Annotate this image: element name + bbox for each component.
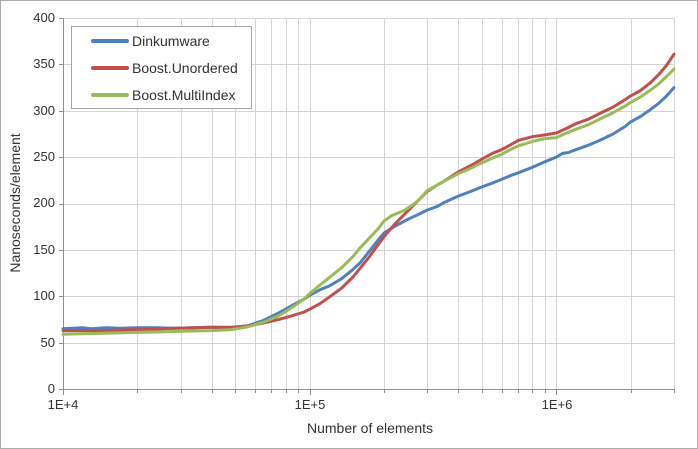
legend-label: Dinkumware	[132, 32, 210, 49]
legend: Dinkumware Boost.Unordered Boost.MultiIn…	[71, 26, 252, 109]
series-line-boost-multiindex	[61, 67, 676, 336]
y-tick-label: 250	[33, 149, 55, 164]
x-tick-label: 1E+5	[294, 397, 326, 412]
legend-item-boost-multiindex: Boost.MultiIndex	[91, 81, 251, 108]
y-tick-label: 50	[40, 335, 55, 350]
legend-label: Boost.Unordered	[132, 59, 238, 76]
legend-line-swatch	[91, 92, 129, 97]
legend-item-boost-unordered: Boost.Unordered	[91, 54, 251, 81]
x-tick-label: 1E+4	[47, 397, 79, 412]
y-tick-label: 150	[33, 242, 55, 257]
legend-label: Boost.MultiIndex	[132, 86, 236, 103]
y-tick-label: 100	[33, 288, 55, 303]
legend-line-swatch	[91, 38, 129, 43]
y-tick-label: 350	[33, 56, 55, 71]
y-tick-label: 300	[33, 103, 55, 118]
y-tick-label: 0	[47, 381, 55, 396]
y-tick-label: 400	[33, 10, 55, 25]
x-axis-title: Number of elements	[306, 420, 434, 436]
x-tick-label: 1E+6	[541, 397, 573, 412]
legend-line-swatch	[91, 65, 129, 70]
y-tick-label: 200	[33, 195, 55, 210]
legend-item-dinkumware: Dinkumware	[91, 27, 251, 54]
series-line-dinkumware	[61, 86, 676, 331]
y-axis-title: Nanoseconds/element	[7, 133, 23, 273]
